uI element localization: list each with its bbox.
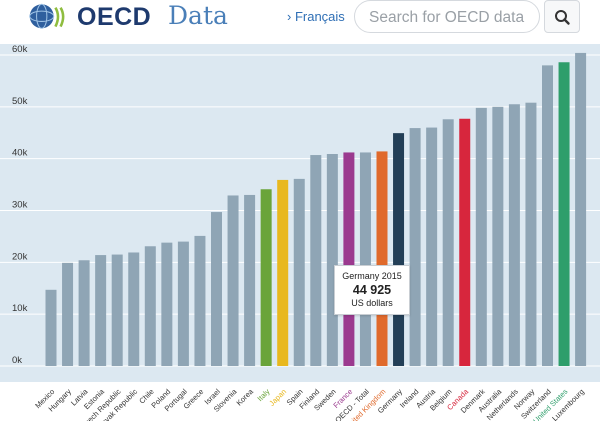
bar-denmark[interactable] [475,107,487,367]
bar-japan[interactable] [277,179,289,366]
x-tick-label: Japan [267,387,288,408]
bar-sweden[interactable] [326,154,338,366]
chart-tooltip: Germany 2015 44 925 US dollars [334,265,410,315]
x-tick-label: Korea [234,386,255,407]
bar-oecd-total[interactable] [359,152,371,366]
bar-korea[interactable] [244,194,256,366]
oecd-logo[interactable] [28,2,148,34]
bar-estonia[interactable] [95,255,107,366]
bar-mexico[interactable] [45,289,57,366]
search-box [354,0,540,33]
y-tick-label: 60k [12,44,28,55]
page-title: Data [168,1,228,30]
bar-poland[interactable] [161,242,173,366]
bar-portugal[interactable] [177,241,189,366]
logo-text: OECD [77,3,152,31]
bar-slovak-republic[interactable] [128,252,140,366]
bar-switzerland[interactable] [542,65,553,366]
bar-austria[interactable] [426,127,438,366]
bar-slovenia[interactable] [227,195,239,366]
bar-united-states[interactable] [558,62,570,367]
bar-france[interactable] [343,152,355,366]
bar-canada[interactable] [459,118,471,366]
tooltip-title: Germany 2015 [342,271,402,281]
bar-spain[interactable] [293,178,305,366]
tooltip-value: 44 925 [352,283,392,297]
y-tick-label: 40k [12,148,28,159]
bar-chile[interactable] [144,246,156,366]
search-input[interactable] [367,7,539,29]
bar-australia[interactable] [492,106,504,366]
language-link-french[interactable]: › Français [287,9,345,24]
search-icon [555,10,570,25]
bar-luxembourg[interactable] [575,52,587,366]
y-tick-label: 0k [12,355,22,366]
bar-latvia[interactable] [78,260,90,366]
bar-united-kingdom[interactable] [376,151,388,366]
bar-ireland[interactable] [409,128,421,366]
y-tick-label: 20k [12,251,28,262]
bar-czech-republic[interactable] [111,254,123,366]
globe-icon [29,4,54,29]
bar-netherlands[interactable] [508,104,520,366]
bar-norway[interactable] [525,102,537,366]
bar-greece[interactable] [194,235,206,366]
bar-finland[interactable] [310,155,322,366]
bar-belgium[interactable] [442,119,454,366]
search-button[interactable] [544,0,580,33]
y-tick-label: 10k [12,303,28,314]
y-tick-label: 50k [12,96,28,107]
site-header: OECD Data › Français [0,0,600,44]
bar-israel[interactable] [211,212,222,366]
bar-italy[interactable] [260,189,272,366]
bar-hungary[interactable] [62,262,74,366]
bar-germany[interactable] [393,133,405,366]
tooltip-unit: US dollars [351,298,393,308]
y-tick-label: 30k [12,200,28,211]
